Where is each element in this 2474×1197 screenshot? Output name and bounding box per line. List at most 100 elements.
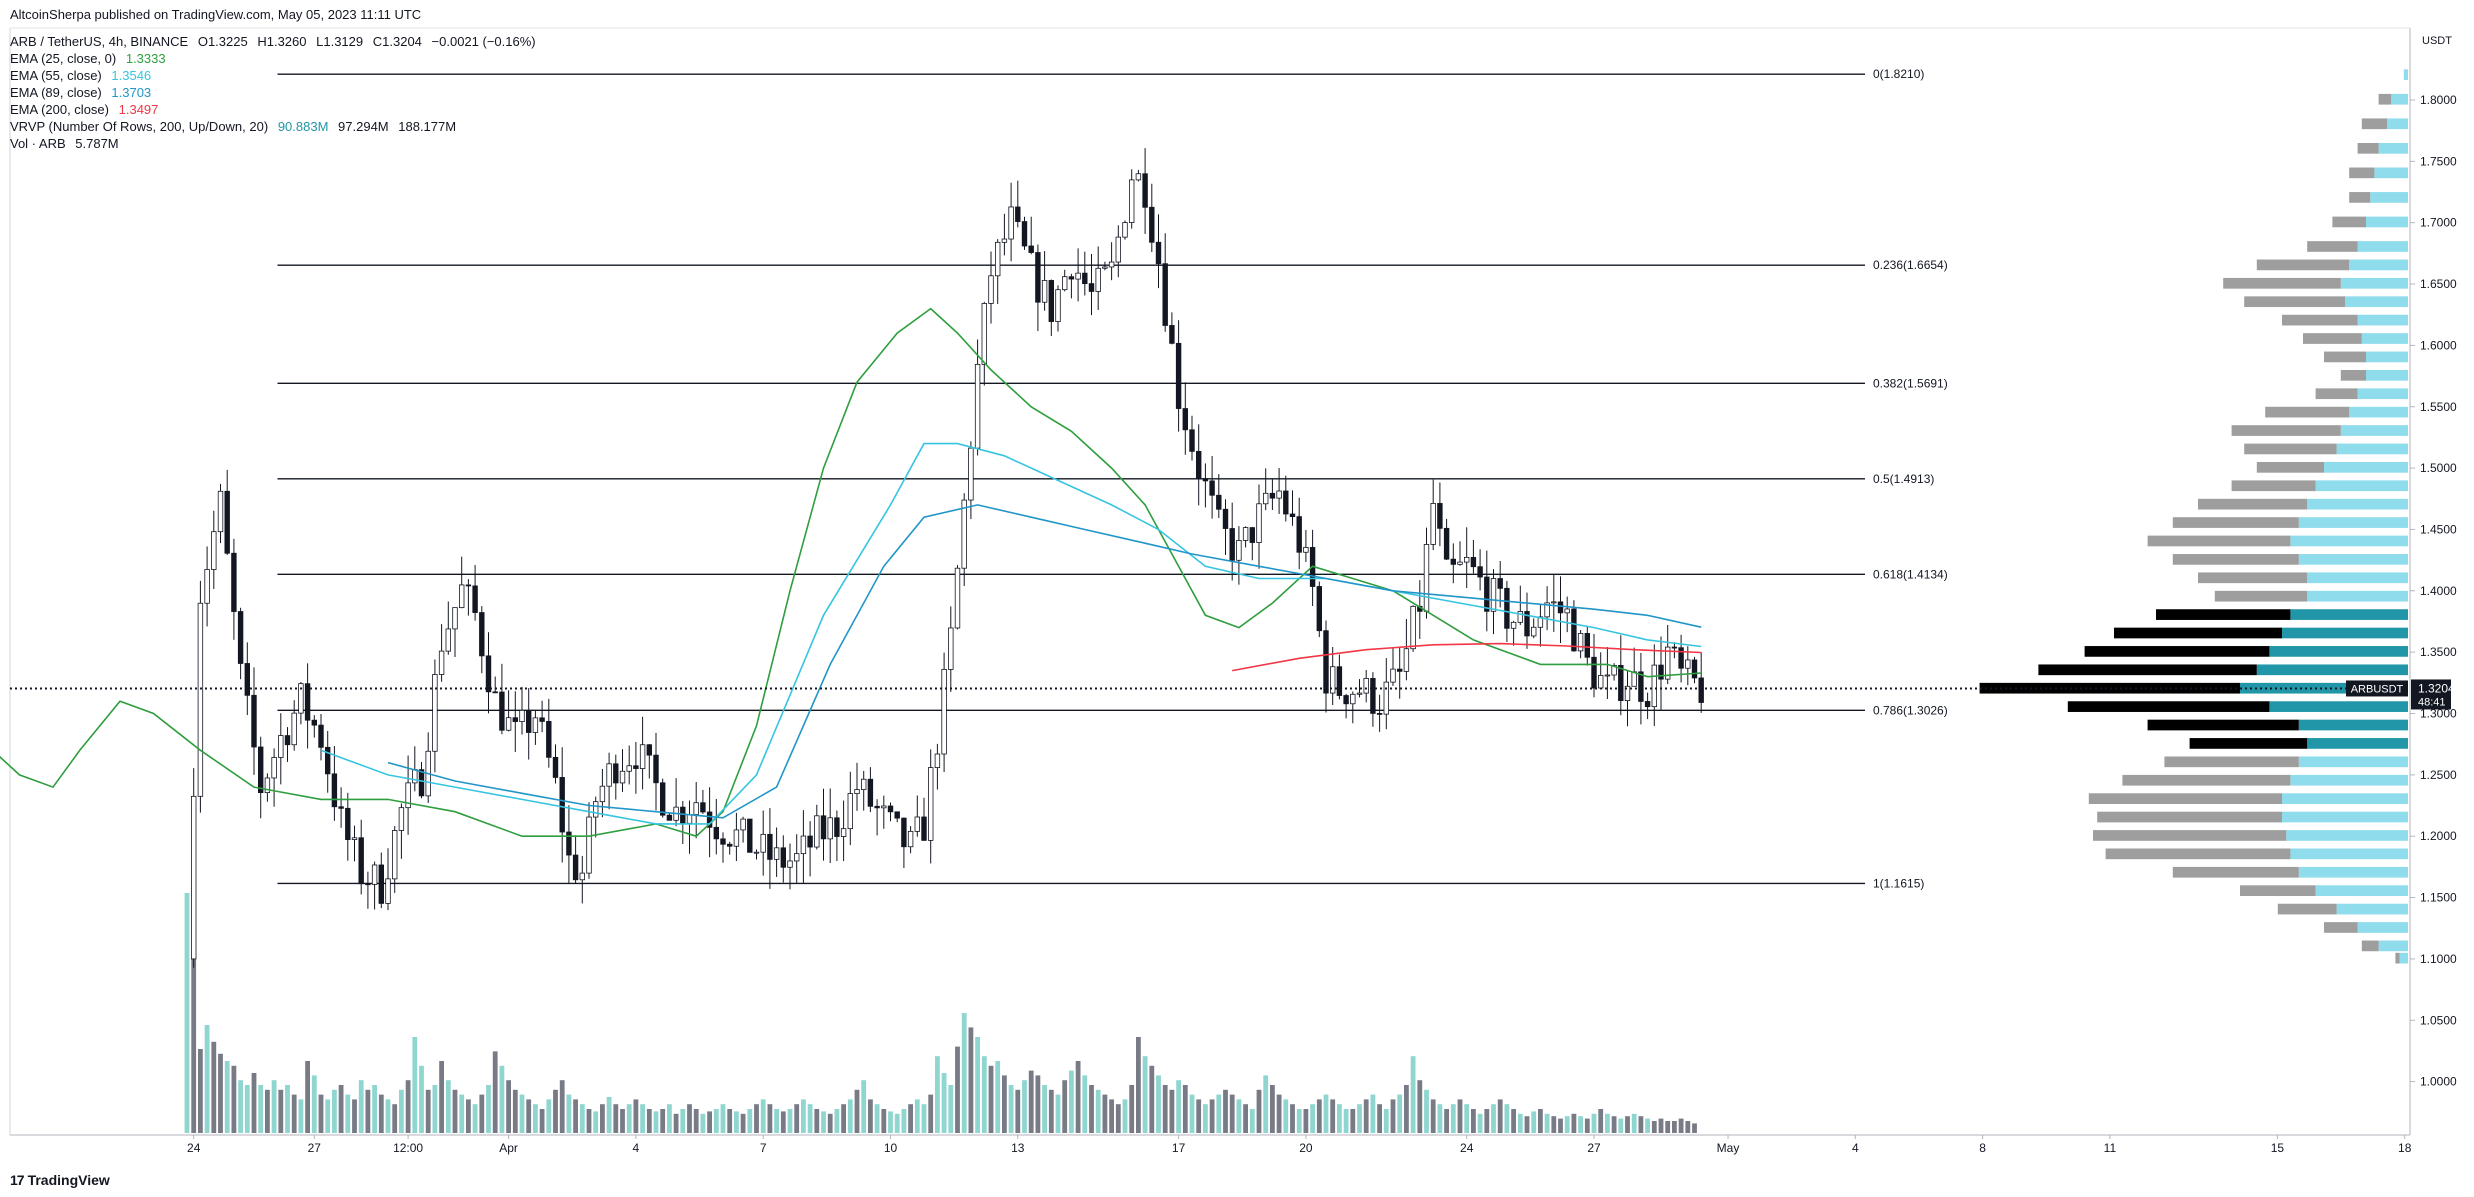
candle-body	[1490, 578, 1497, 612]
ohlc-close: C1.3204	[372, 34, 422, 49]
time-tick-label: 20	[1299, 1141, 1313, 1155]
volume-profile-up-row	[2307, 498, 2408, 510]
ema-line	[320, 442, 1702, 825]
volume-bar	[1363, 1099, 1369, 1133]
tradingview-logo[interactable]: 17 TradingView	[10, 1172, 110, 1188]
volume-bar	[492, 1051, 498, 1133]
indicator-ema89[interactable]: EMA (89, close) 1.3703	[10, 85, 151, 101]
volume-profile-down-row	[2349, 167, 2375, 179]
volume-profile-down-row	[2265, 406, 2350, 418]
volume-bar	[512, 1089, 518, 1133]
indicator-value: 1.3703	[111, 85, 152, 100]
volume-bar	[1290, 1104, 1295, 1133]
candle-body	[727, 843, 733, 847]
volume-bar	[311, 1075, 317, 1133]
candle-body	[1095, 267, 1101, 292]
indicator-value: 1.3497	[118, 102, 159, 117]
volume-bar	[439, 1061, 444, 1133]
candle-body	[539, 717, 545, 722]
volume-bar	[1089, 1085, 1094, 1133]
indicator-vrvp[interactable]: VRVP (Number Of Rows, 200, Up/Down, 20) …	[10, 119, 456, 135]
volume-bar	[1511, 1109, 1516, 1133]
ohlc-change: −0.0021 (−0.16%)	[431, 34, 536, 49]
volume-profile-down-row	[2093, 830, 2287, 841]
price-tick-label: 1.5000	[2420, 461, 2457, 475]
candle-body	[787, 860, 793, 868]
volume-bar	[1558, 1118, 1563, 1133]
candle-body	[948, 627, 954, 670]
indicator-volume[interactable]: Vol · ARB 5.787M	[10, 136, 119, 152]
volume-bar	[244, 1085, 250, 1133]
candle-body	[1644, 701, 1651, 708]
candle-body	[794, 853, 800, 862]
candle-body	[606, 763, 612, 787]
candle-body	[217, 490, 224, 533]
candle-body	[566, 831, 572, 856]
candle-body	[693, 802, 699, 815]
volume-bar	[667, 1104, 672, 1133]
volume-bar	[1484, 1109, 1490, 1133]
volume-bar	[687, 1104, 692, 1133]
candle-body	[894, 811, 900, 819]
indicator-ema200[interactable]: EMA (200, close) 1.3497	[10, 102, 158, 118]
candle-body	[1169, 325, 1175, 344]
candle-body	[231, 552, 237, 612]
ema-line	[387, 504, 1702, 819]
volume-bar	[1424, 1089, 1429, 1133]
volume-bar	[405, 1080, 411, 1133]
volume-bar	[847, 1099, 853, 1133]
candle-body	[472, 585, 478, 613]
indicator-ema25[interactable]: EMA (25, close, 0) 1.3333	[10, 51, 166, 67]
volume-bar	[1477, 1113, 1483, 1133]
symbol-tag	[2346, 680, 2408, 697]
volume-bar	[881, 1109, 887, 1133]
candle-body	[1591, 656, 1597, 689]
volume-bar	[1584, 1118, 1590, 1133]
volume-bar	[908, 1104, 913, 1133]
volume-bar	[740, 1113, 746, 1133]
volume-bar	[606, 1097, 612, 1133]
candle-body	[1363, 678, 1369, 694]
candle-body	[1242, 527, 1249, 541]
tradingview-logo-text: TradingView	[27, 1172, 110, 1188]
candle-body	[827, 817, 833, 840]
volume-bar	[1303, 1109, 1309, 1133]
indicator-value: 90.883M	[277, 119, 329, 134]
volume-bar	[1618, 1118, 1624, 1133]
volume-profile-down-row	[2214, 590, 2308, 602]
candle-body	[284, 735, 291, 746]
volume-bar	[258, 1085, 264, 1133]
volume-bar	[1276, 1094, 1282, 1133]
price-tick-label: 1.8000	[2420, 93, 2457, 107]
candle-body	[1276, 490, 1282, 499]
volume-bar	[238, 1080, 243, 1133]
volume-bar	[1417, 1080, 1423, 1133]
volume-profile-up-row	[2361, 333, 2408, 344]
volume-bar	[278, 1089, 284, 1133]
volume-bar	[861, 1080, 867, 1133]
candle-body	[1631, 671, 1637, 687]
volume-bar	[1564, 1116, 1570, 1133]
volume-profile-up-row	[2282, 627, 2408, 639]
volume-profile-down-row	[2231, 425, 2341, 436]
indicator-ema55[interactable]: EMA (55, close) 1.3546	[10, 68, 151, 84]
volume-profile-down-row	[2332, 216, 2366, 228]
price-tick-label: 1.1000	[2420, 952, 2457, 966]
volume-profile-down-row	[2307, 241, 2358, 252]
candle-body	[934, 753, 941, 768]
price-tick-label: 1.3500	[2420, 645, 2457, 659]
candle-body	[1484, 576, 1490, 612]
candle-body	[405, 782, 411, 809]
candle-body	[552, 756, 559, 778]
volume-bar	[419, 1065, 424, 1133]
volume-bar	[1471, 1109, 1476, 1133]
candle-body	[1129, 179, 1135, 223]
candle-body	[398, 807, 405, 831]
candle-body	[572, 854, 579, 881]
volume-bar	[1390, 1099, 1396, 1133]
candle-body	[921, 816, 927, 841]
candle-body	[593, 801, 599, 818]
candle-body	[1162, 263, 1168, 326]
candle-body	[1149, 206, 1155, 243]
